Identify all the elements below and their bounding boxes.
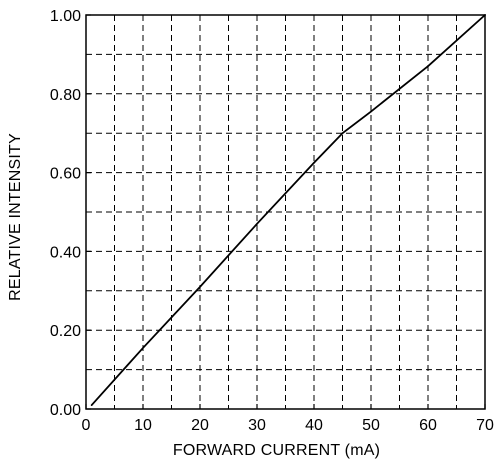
data-point (370, 110, 372, 113)
y-tick-label: 0.20 (50, 323, 81, 340)
y-tick-label: 0.80 (50, 87, 81, 104)
x-tick-label: 60 (419, 417, 437, 434)
x-axis-title: FORWARD CURRENT (mA) (173, 442, 380, 459)
y-tick-label: 0.60 (50, 166, 81, 183)
x-tick-label: 20 (191, 417, 209, 434)
data-point (142, 347, 144, 349)
y-tick-labels: 0.00 0.20 0.40 0.60 0.80 1.00 (50, 8, 81, 419)
data-point (341, 132, 344, 134)
series-line-0 (90, 14, 486, 406)
y-tick-label: 1.00 (50, 8, 81, 25)
data-point (427, 65, 429, 68)
x-tick-label: 30 (248, 417, 266, 434)
x-tick-label: 0 (82, 417, 91, 434)
x-tick-label: 40 (305, 417, 323, 434)
data-point (90, 404, 93, 406)
plot-frame (85, 14, 486, 410)
data-point (256, 223, 258, 225)
x-tick-labels: 0 10 20 30 40 50 60 70 (82, 417, 494, 434)
series-layer (90, 14, 486, 406)
data-point (313, 161, 315, 164)
data-point (199, 286, 201, 288)
x-tick-label: 10 (134, 417, 152, 434)
y-tick-label: 0.40 (50, 244, 81, 261)
tick-layer (85, 14, 486, 410)
x-tick-label: 50 (362, 417, 380, 434)
y-tick-label: 0.00 (50, 402, 81, 419)
x-tick-label: 70 (476, 417, 494, 434)
y-axis-title: RELATIVE INTENSITY (7, 133, 24, 301)
grid-layer (86, 15, 485, 409)
